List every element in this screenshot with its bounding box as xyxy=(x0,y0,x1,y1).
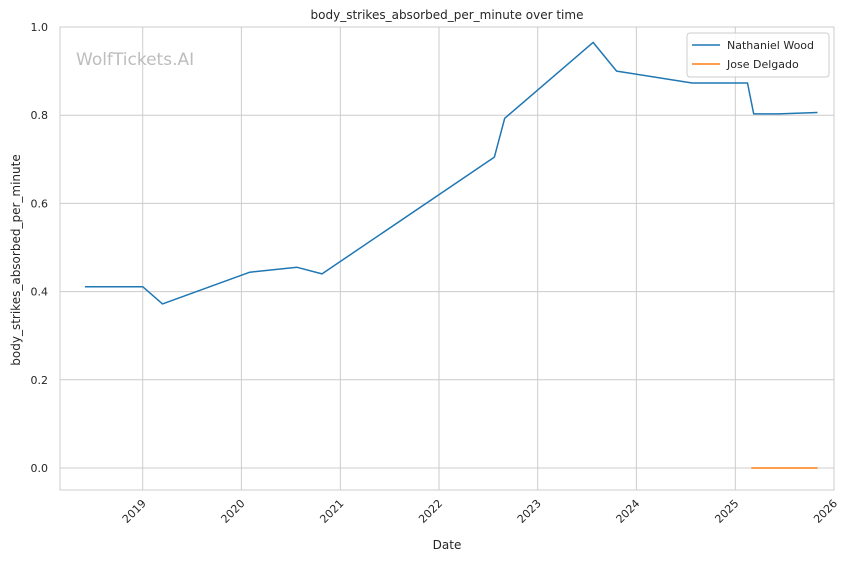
series-layer xyxy=(84,41,818,469)
y-tick-label: 0.6 xyxy=(31,197,49,210)
chart-title: body_strikes_absorbed_per_minute over ti… xyxy=(311,8,584,22)
y-tick-label: 1.0 xyxy=(31,21,49,34)
series-line-0 xyxy=(84,41,818,305)
legend: Nathaniel Wood Jose Delgado xyxy=(686,32,830,78)
y-tick-label: 0.4 xyxy=(31,286,49,299)
y-tick-label: 0.2 xyxy=(31,374,49,387)
y-tick-label: 0.8 xyxy=(31,109,49,122)
y-axis-ticks: 0.0 0.2 0.4 0.6 0.8 1.0 xyxy=(31,21,49,475)
plot-frame xyxy=(59,26,835,491)
legend-label: Nathaniel Wood xyxy=(727,39,814,52)
y-tick-label: 0.0 xyxy=(31,462,49,475)
legend-label: Jose Delgado xyxy=(726,58,799,71)
legend-box xyxy=(686,32,830,78)
x-axis-label: Date xyxy=(433,538,462,552)
watermark-text: WolfTickets.AI xyxy=(76,50,194,70)
y-axis-label: body_strikes_absorbed_per_minute xyxy=(9,154,23,365)
